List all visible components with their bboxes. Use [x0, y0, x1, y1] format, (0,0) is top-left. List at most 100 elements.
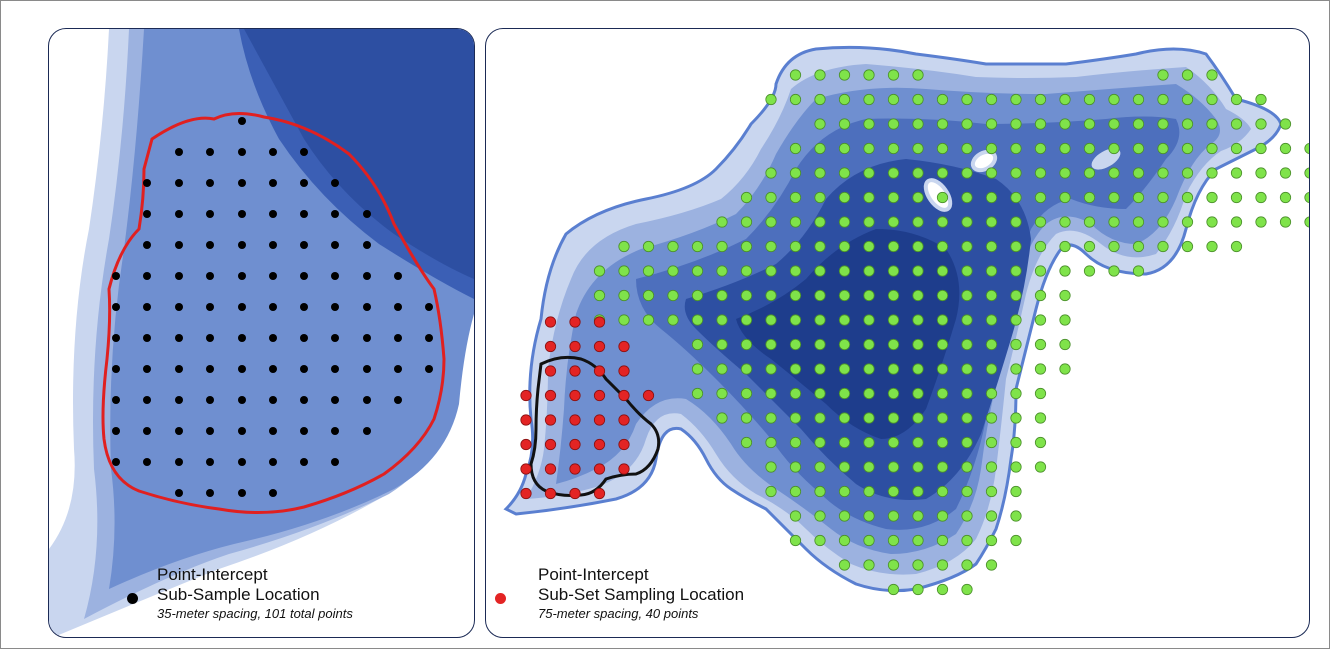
- survey-point: [765, 167, 777, 179]
- survey-point: [716, 216, 728, 228]
- subsample-point: [331, 458, 339, 466]
- subset-point: [569, 487, 581, 500]
- survey-point: [985, 412, 998, 424]
- survey-point: [716, 314, 728, 326]
- survey-point: [1230, 240, 1243, 253]
- survey-point: [789, 412, 802, 424]
- survey-point: [985, 240, 998, 253]
- survey-point: [765, 412, 777, 424]
- survey-point: [740, 363, 753, 375]
- survey-point: [863, 461, 875, 473]
- survey-point: [1010, 167, 1022, 179]
- survey-point: [1108, 240, 1120, 253]
- subsample-point: [175, 272, 183, 280]
- survey-point: [1206, 93, 1218, 106]
- survey-point: [985, 142, 998, 155]
- survey-point: [1034, 93, 1047, 106]
- survey-point: [814, 240, 826, 253]
- survey-point: [912, 216, 924, 228]
- subsample-point: [363, 303, 371, 311]
- survey-point: [1108, 191, 1120, 204]
- survey-point: [740, 191, 753, 204]
- subsample-point: [206, 365, 214, 373]
- survey-point: [765, 461, 777, 473]
- survey-point: [716, 363, 728, 375]
- subsample-point: [206, 179, 214, 187]
- survey-point: [863, 289, 875, 302]
- survey-point: [1108, 167, 1120, 179]
- legend-label: Sub-Sample Location: [157, 585, 320, 604]
- subsample-point: [425, 303, 433, 311]
- survey-point: [887, 265, 900, 277]
- subsample-point: [269, 334, 277, 342]
- subsample-point: [300, 272, 308, 280]
- subsample-point: [112, 458, 120, 466]
- survey-point: [1230, 216, 1243, 228]
- subsample-point: [175, 427, 183, 435]
- survey-point: [814, 461, 826, 473]
- lake-survey-map: [503, 45, 1309, 596]
- survey-point: [1010, 289, 1022, 302]
- survey-point: [863, 510, 875, 522]
- survey-point: [887, 314, 900, 326]
- subsample-point: [206, 210, 214, 218]
- survey-point: [863, 485, 875, 498]
- subsample-point: [300, 458, 308, 466]
- survey-point: [1132, 93, 1145, 106]
- survey-point: [1010, 461, 1022, 473]
- subsample-point: [269, 179, 277, 187]
- subset-point: [593, 389, 606, 402]
- survey-point: [789, 314, 802, 326]
- survey-point: [1304, 191, 1309, 204]
- survey-point: [1108, 118, 1120, 130]
- survey-point: [1034, 338, 1047, 351]
- subset-point: [520, 414, 532, 426]
- survey-point: [961, 510, 973, 522]
- survey-point: [740, 387, 753, 400]
- survey-point: [863, 118, 875, 130]
- survey-point: [912, 191, 924, 204]
- survey-point: [887, 485, 900, 498]
- subsample-point: [300, 396, 308, 404]
- survey-point: [936, 142, 949, 155]
- subsample-point: [238, 489, 246, 497]
- survey-point: [1279, 191, 1292, 204]
- survey-point: [912, 314, 924, 326]
- survey-point: [814, 142, 826, 155]
- survey-point: [789, 142, 802, 155]
- subset-point: [544, 316, 557, 328]
- subsample-point: [394, 334, 402, 342]
- survey-point: [912, 436, 924, 449]
- survey-point: [789, 240, 802, 253]
- survey-point: [936, 265, 949, 277]
- survey-point: [961, 387, 973, 400]
- survey-point: [1034, 142, 1047, 155]
- survey-point: [838, 118, 851, 130]
- survey-point: [618, 265, 630, 277]
- survey-point: [863, 240, 875, 253]
- subsample-point: [269, 303, 277, 311]
- survey-point: [838, 289, 851, 302]
- survey-point: [863, 363, 875, 375]
- survey-point: [1206, 191, 1218, 204]
- survey-point: [961, 118, 973, 130]
- subsample-point: [331, 334, 339, 342]
- survey-point: [618, 240, 630, 253]
- subset-point: [520, 487, 532, 500]
- survey-point: [985, 461, 998, 473]
- survey-point: [1132, 167, 1145, 179]
- survey-point: [740, 314, 753, 326]
- subset-points: [520, 316, 655, 500]
- survey-point: [1181, 69, 1194, 81]
- survey-point: [789, 191, 802, 204]
- survey-point: [765, 387, 777, 400]
- survey-point: [789, 289, 802, 302]
- survey-point: [961, 93, 973, 106]
- subsample-point: [112, 365, 120, 373]
- survey-point: [1010, 93, 1022, 106]
- survey-point: [1255, 167, 1267, 179]
- subset-point: [642, 389, 655, 402]
- survey-point: [985, 93, 998, 106]
- survey-point: [1255, 118, 1267, 130]
- survey-point: [814, 510, 826, 522]
